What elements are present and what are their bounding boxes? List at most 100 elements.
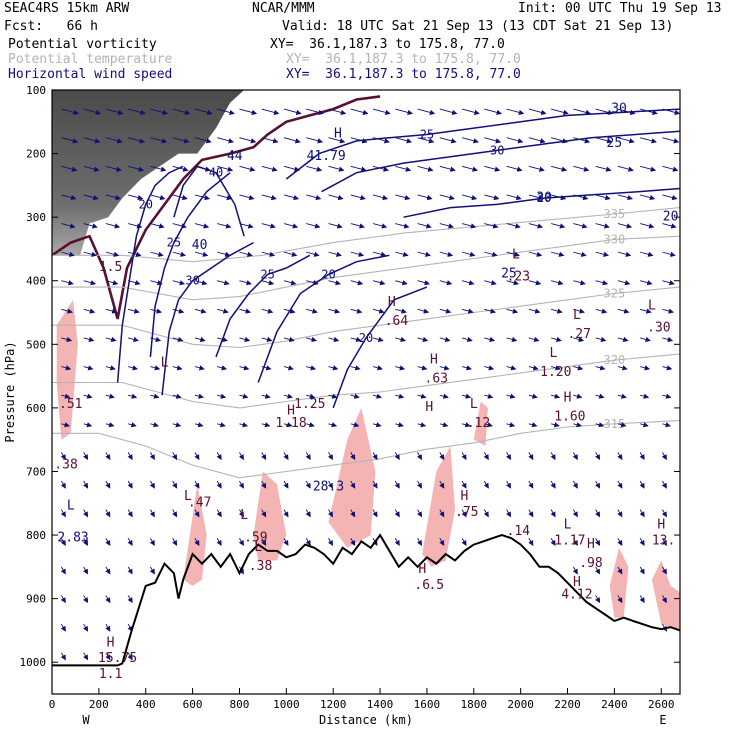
wind-vector-arrow	[239, 251, 253, 257]
extremum-label: 1.25	[294, 397, 325, 412]
wind-vector-arrow	[572, 480, 578, 489]
wind-vector-arrow	[305, 509, 311, 518]
wind-vector-arrow	[372, 108, 391, 116]
wind-vector-arrow	[217, 251, 231, 257]
wind-vector-arrow	[417, 251, 431, 257]
wind-vector-arrow	[617, 365, 628, 371]
extremum-label: 44	[227, 149, 243, 164]
wind-speed-contour-label: 20	[321, 267, 335, 281]
wind-vector-arrow	[506, 223, 521, 229]
wind-vector-arrow	[372, 509, 378, 518]
wind-vector-arrow	[617, 422, 627, 428]
wind-vector-arrow	[128, 365, 139, 371]
y-tick-label: 1000	[20, 656, 47, 669]
extremum-label: .98	[579, 556, 602, 571]
wind-vector-arrow	[640, 280, 653, 286]
extremum-label: L	[67, 499, 75, 514]
wind-vector-arrow	[127, 595, 133, 604]
wind-vector-arrow	[461, 422, 471, 428]
wind-vector-arrow	[105, 623, 111, 632]
wind-vector-arrow	[61, 308, 73, 314]
wind-vector-arrow	[662, 393, 672, 399]
wind-vector-arrow	[484, 280, 497, 286]
wind-vector-arrow	[439, 509, 445, 518]
wind-vector-arrow	[662, 137, 680, 144]
wind-vector-arrow	[127, 452, 133, 461]
wind-vector-arrow	[439, 422, 449, 428]
wind-vector-arrow	[150, 393, 160, 399]
wind-vector-arrow	[150, 422, 160, 428]
extremum-label: .64	[385, 314, 409, 329]
wind-vector-arrow	[640, 422, 649, 428]
wind-vector-arrow	[662, 194, 678, 201]
wind-vector-arrow	[105, 538, 111, 546]
wind-vector-arrow	[506, 509, 512, 518]
wind-vector-arrow	[261, 393, 271, 399]
wind-vector-arrow	[194, 165, 211, 172]
wind-vector-arrow	[639, 509, 645, 518]
wind-vector-arrow	[61, 194, 77, 201]
wind-vector-arrow	[194, 480, 200, 489]
wind-vector-arrow	[217, 194, 233, 201]
wind-vector-arrow	[617, 393, 627, 399]
wind-vector-arrow	[150, 165, 167, 172]
wind-vector-arrow	[83, 623, 89, 632]
wind-vector-arrow	[172, 223, 187, 229]
extremum-label: .51	[59, 397, 82, 412]
pv-shaded-area	[609, 547, 629, 618]
wind-vector-arrow	[461, 165, 479, 172]
wind-vector-arrow	[461, 137, 479, 144]
x-tick-label: 1200	[320, 698, 347, 711]
wind-vector-arrow	[350, 538, 356, 546]
wind-vector-arrow	[61, 422, 70, 428]
wind-vector-arrow	[283, 108, 302, 116]
extremum-label: H	[430, 352, 438, 367]
wind-vector-arrow	[328, 308, 341, 314]
wind-vector-arrow	[506, 480, 512, 489]
wind-vector-arrow	[417, 308, 430, 314]
y-tick-label: 500	[26, 338, 46, 351]
wind-vector-arrow	[217, 308, 229, 314]
wind-vector-arrow	[350, 165, 367, 172]
wind-vector-arrow	[172, 538, 178, 546]
wind-vector-arrow	[506, 422, 516, 428]
wind-vector-arrow	[283, 280, 297, 286]
wind-vector-arrow	[61, 365, 72, 371]
wind-vector-arrow	[60, 452, 66, 461]
wind-vector-arrow	[662, 365, 673, 371]
wind-vector-arrow	[172, 509, 178, 518]
wind-vector-arrow	[283, 137, 301, 144]
wind-vector-arrow	[306, 223, 321, 229]
wind-vector-arrow	[617, 194, 633, 201]
wind-vector-arrow	[239, 108, 258, 116]
wind-vector-arrow	[551, 223, 566, 229]
wind-vector-arrow	[239, 280, 252, 286]
wind-vector-arrow	[239, 223, 254, 229]
wind-vector-arrow	[617, 538, 623, 546]
wind-vector-arrow	[61, 336, 73, 343]
wind-vector-arrow	[506, 393, 516, 399]
wind-vector-arrow	[595, 223, 610, 229]
extremum-label: 30	[611, 101, 627, 116]
model-title: SEAC4RS 15km ARW	[4, 1, 130, 16]
wind-vector-arrow	[394, 480, 400, 489]
wind-vector-arrow	[461, 308, 474, 314]
wind-vector-arrow	[640, 194, 656, 201]
wind-vector-arrow	[83, 480, 89, 489]
wind-vector-arrow	[528, 108, 547, 116]
extremum-label: .23	[507, 270, 530, 285]
wind-vector-arrow	[506, 365, 517, 371]
wind-vector-arrow	[439, 365, 450, 371]
wind-vector-arrow	[150, 336, 162, 343]
wind-vector-arrow	[506, 137, 524, 144]
wind-vector-arrow	[194, 509, 200, 518]
wind-vector-arrow	[461, 393, 472, 399]
wind-vector-arrow	[305, 452, 311, 461]
wind-vector-arrow	[238, 480, 244, 489]
extremum-label: 15.75	[98, 651, 137, 666]
wind-vector-arrow	[283, 223, 299, 229]
extremum-label: .14	[507, 524, 531, 539]
wind-vector-arrow	[128, 165, 145, 172]
pv-shaded-area	[183, 484, 207, 586]
wind-vector-arrow	[261, 365, 272, 371]
